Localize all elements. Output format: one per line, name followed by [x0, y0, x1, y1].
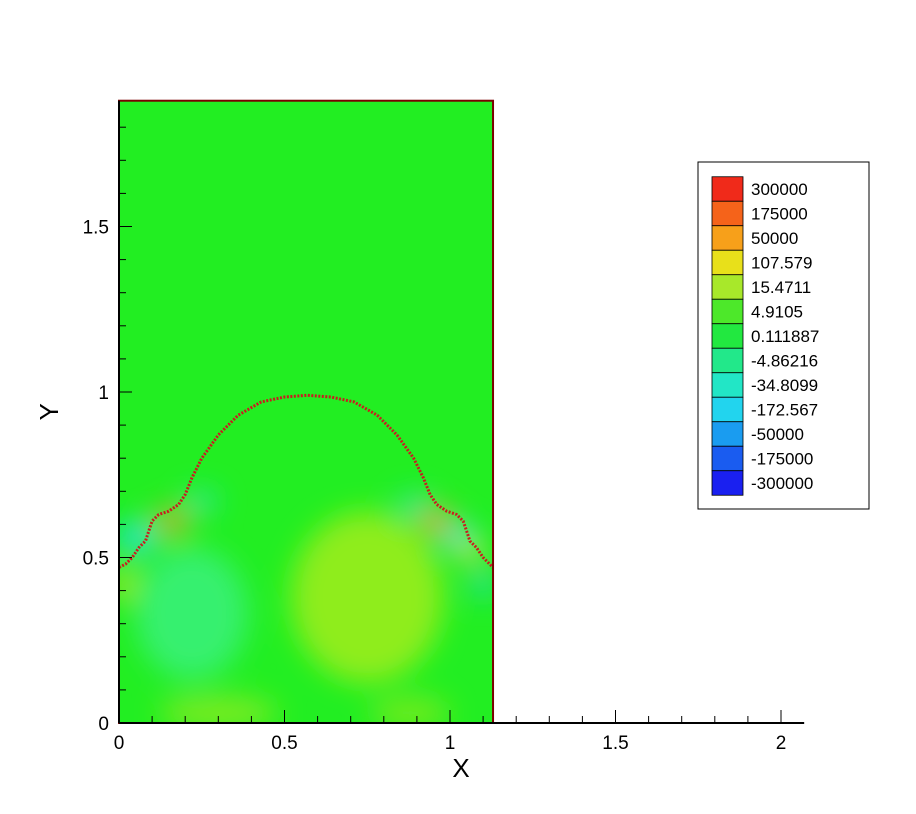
y-tick-label: 1.5	[83, 218, 109, 239]
legend-label: 4.9105	[751, 303, 803, 322]
legend: 300000 175000 50000 107.579 15.4711 4.9105 0.1…	[697, 161, 870, 510]
legend-label: -50000	[751, 425, 804, 444]
y-tick-label: 1	[98, 383, 109, 404]
legend-swatch	[711, 470, 744, 496]
axes: 0 0.5 1 1.5 2 0 0.5 1 1.5	[83, 100, 805, 754]
legend-swatch	[711, 396, 744, 423]
x-tick-label: 2	[776, 733, 787, 754]
x-axis-title: X	[452, 753, 469, 783]
legend-swatch	[711, 274, 744, 300]
field-feature	[119, 521, 156, 555]
field-feature	[158, 696, 278, 724]
legend-label: -4.86216	[751, 352, 818, 371]
legend-label: -300000	[751, 474, 813, 493]
legend-label: 107.579	[751, 254, 812, 273]
interface-curve	[118, 393, 495, 569]
y-tick-label: 0.5	[83, 549, 109, 570]
legend-swatch	[711, 347, 744, 374]
field-feature	[420, 507, 454, 535]
field-feature	[185, 491, 219, 512]
field-feature	[291, 511, 444, 684]
legend-label: -34.8099	[751, 376, 818, 395]
legend-label: 15.4711	[751, 278, 811, 297]
legend-swatch	[711, 225, 744, 251]
field-features	[119, 491, 494, 724]
field-feature	[370, 696, 450, 724]
x-tick-label: 1.5	[602, 733, 628, 754]
x-tick-label: 0	[114, 733, 125, 754]
legend-label: 50000	[751, 229, 798, 248]
y-axis-title: Y	[34, 403, 64, 420]
x-tick-label: 1	[445, 733, 456, 754]
field-domain	[118, 99, 495, 725]
field-feature	[155, 507, 189, 535]
legend-swatch	[711, 445, 744, 472]
legend-swatch	[711, 176, 744, 202]
field-feature	[456, 540, 484, 561]
field-feature	[473, 570, 494, 598]
legend-swatch	[711, 298, 744, 325]
field-feature	[135, 547, 249, 680]
field-feature	[397, 494, 431, 515]
legend-swatch	[711, 372, 744, 398]
legend-swatch	[711, 421, 744, 447]
y-tick-label: 0	[98, 714, 109, 735]
legend-label: 0.111887	[751, 327, 819, 346]
legend-swatch	[711, 200, 744, 227]
legend-label: 300000	[751, 180, 808, 199]
legend-items: 300000 175000 50000 107.579 15.4711 4.9105 0.1…	[711, 176, 819, 496]
legend-label: -172.567	[751, 401, 818, 420]
legend-label: -175000	[751, 450, 813, 469]
x-tick-label: 0.5	[271, 733, 297, 754]
legend-label: 175000	[751, 205, 808, 224]
field-feature	[119, 567, 133, 601]
legend-swatch	[711, 249, 744, 276]
legend-swatch	[711, 323, 744, 349]
